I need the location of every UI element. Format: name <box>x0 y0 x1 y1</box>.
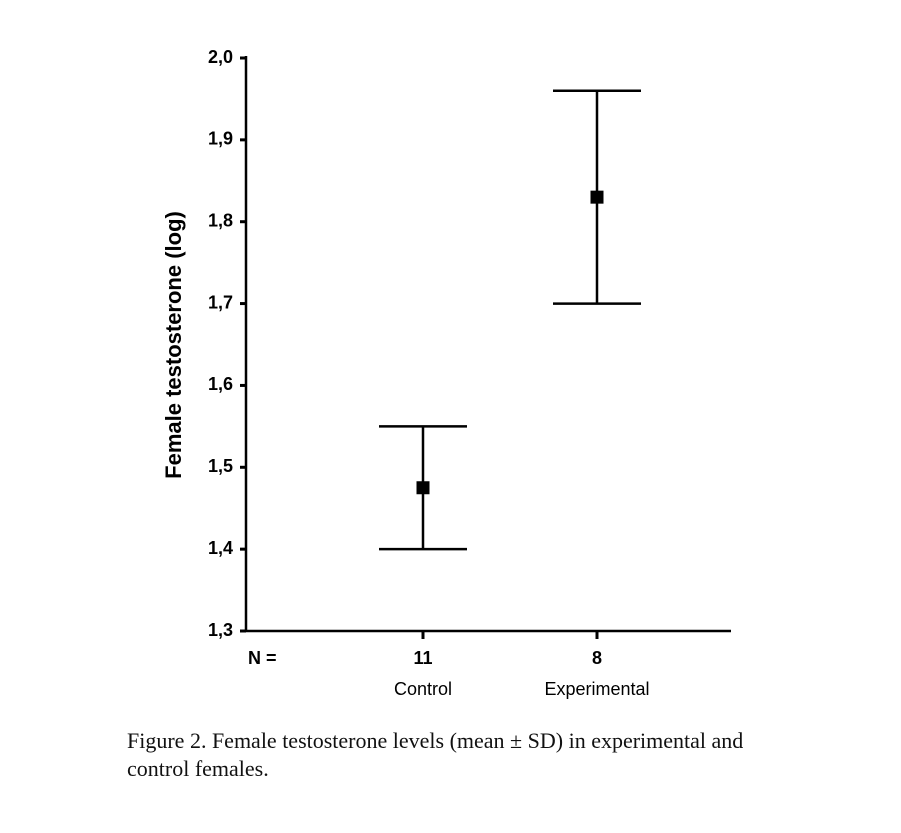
n-value: 11 <box>413 648 432 668</box>
chart: Female testosterone (log) N = 1,3 1,4 1,5 1… <box>161 47 731 699</box>
y-tick-label: 1,8 <box>208 210 233 230</box>
mean-marker <box>590 190 604 204</box>
caption: Figure 2. Female testosterone levels (me… <box>127 728 744 781</box>
mean-marker <box>416 481 430 495</box>
x-tick-label: Experimental <box>544 679 649 699</box>
y-tick-label: 2,0 <box>208 47 233 67</box>
n-label: N = <box>248 648 277 668</box>
y-tick-label: 1,5 <box>208 456 233 476</box>
y-tick-label: 1,7 <box>208 292 233 312</box>
y-tick-label: 1,6 <box>208 374 233 394</box>
y-tick-label: 1,4 <box>208 538 233 558</box>
x-tick-label: Control <box>394 679 452 699</box>
y-tick-label: 1,3 <box>208 620 233 640</box>
y-tick-label: 1,9 <box>208 129 233 149</box>
y-axis-label: Female testosterone (log) <box>161 211 186 479</box>
n-value: 8 <box>592 648 602 668</box>
